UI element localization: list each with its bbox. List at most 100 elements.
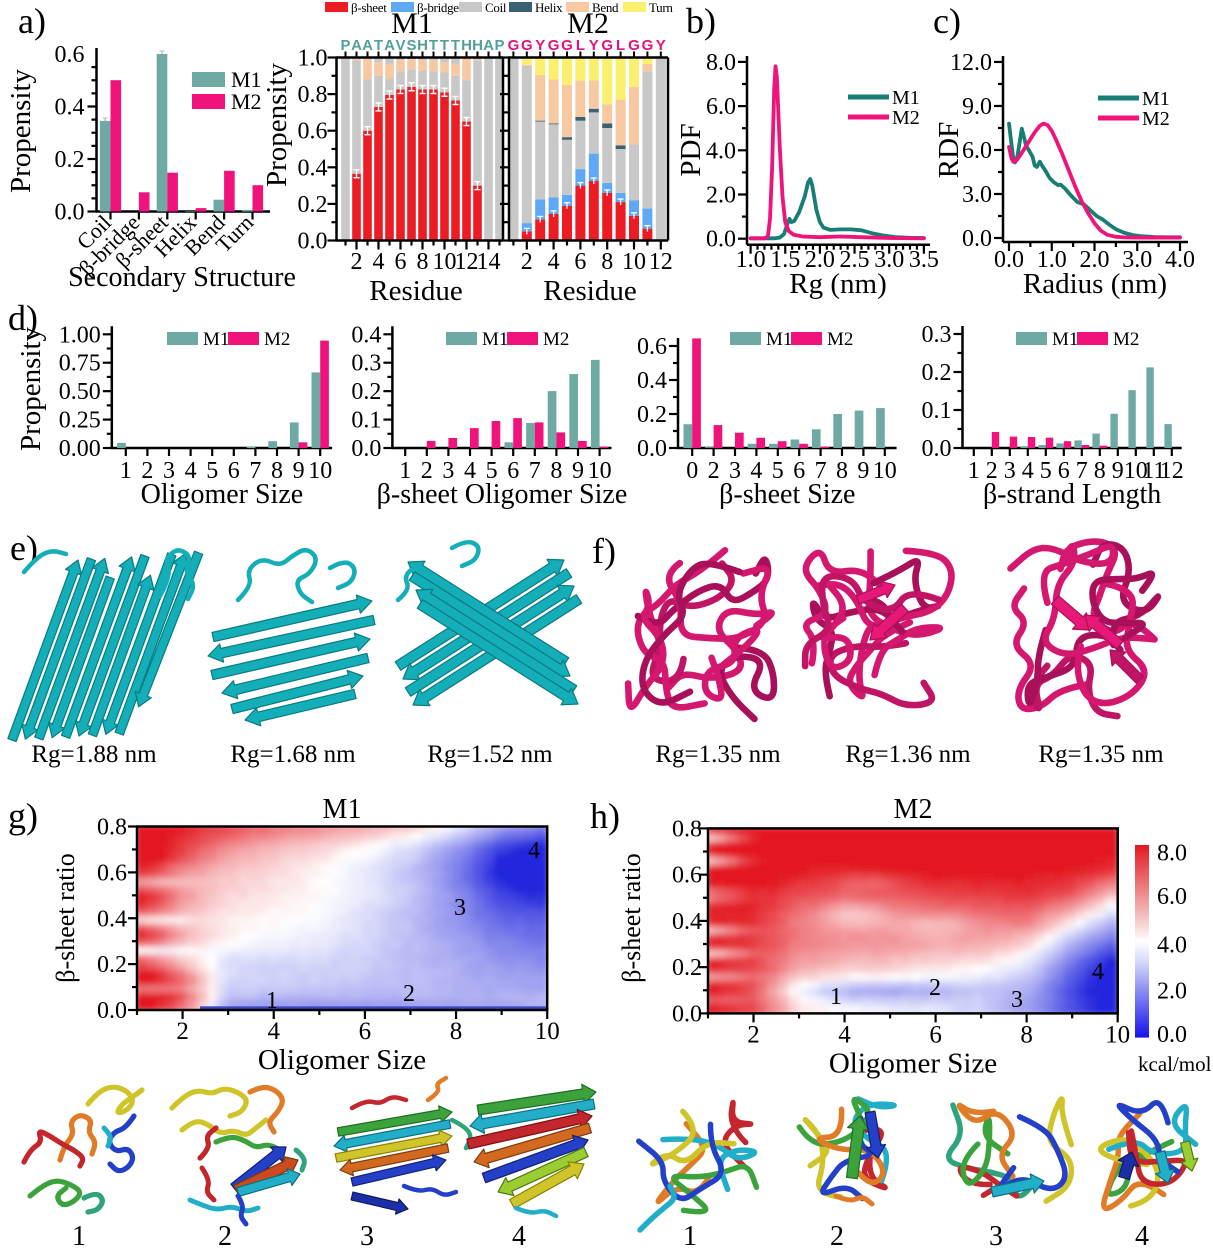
svg-text:Turn: Turn bbox=[649, 0, 673, 15]
svg-text:T: T bbox=[429, 37, 438, 54]
svg-text:5: 5 bbox=[206, 458, 218, 484]
svg-text:0.1: 0.1 bbox=[922, 398, 952, 424]
svg-text:6: 6 bbox=[929, 1021, 942, 1048]
svg-text:0.0: 0.0 bbox=[672, 1001, 702, 1027]
svg-text:Rg (nm): Rg (nm) bbox=[789, 268, 886, 300]
svg-text:0: 0 bbox=[686, 458, 698, 484]
svg-text:8: 8 bbox=[550, 458, 562, 484]
svg-text:0.0: 0.0 bbox=[706, 227, 736, 253]
svg-text:0.2: 0.2 bbox=[298, 192, 328, 218]
svg-text:G: G bbox=[628, 37, 640, 54]
svg-text:2.0: 2.0 bbox=[1080, 247, 1110, 273]
svg-text:3: 3 bbox=[989, 1221, 1003, 1252]
svg-text:2: 2 bbox=[929, 975, 941, 1001]
svg-text:0.2: 0.2 bbox=[637, 402, 667, 428]
svg-text:0.0: 0.0 bbox=[55, 200, 85, 226]
svg-text:M2: M2 bbox=[1113, 329, 1139, 350]
svg-text:4: 4 bbox=[267, 1018, 280, 1045]
svg-text:4.0: 4.0 bbox=[706, 138, 736, 164]
svg-text:H: H bbox=[417, 37, 428, 54]
svg-text:β-bridge: β-bridge bbox=[417, 0, 459, 15]
svg-text:c): c) bbox=[933, 1, 961, 41]
svg-text:G: G bbox=[521, 37, 533, 54]
svg-text:Secondary Structure: Secondary Structure bbox=[68, 262, 296, 293]
svg-text:8: 8 bbox=[1094, 458, 1106, 484]
svg-text:G: G bbox=[508, 37, 520, 54]
svg-text:0.0: 0.0 bbox=[351, 436, 381, 462]
svg-text:4: 4 bbox=[838, 1021, 851, 1048]
svg-text:6: 6 bbox=[228, 458, 240, 484]
svg-text:0.2: 0.2 bbox=[55, 147, 85, 173]
svg-text:0.0: 0.0 bbox=[922, 436, 952, 462]
svg-text:P: P bbox=[494, 37, 504, 54]
svg-text:0.00: 0.00 bbox=[59, 436, 101, 462]
svg-text:4: 4 bbox=[464, 458, 476, 484]
svg-text:RDF: RDF bbox=[933, 122, 965, 178]
svg-text:1.5: 1.5 bbox=[770, 247, 800, 273]
svg-text:M1: M1 bbox=[391, 7, 433, 40]
svg-text:g): g) bbox=[8, 796, 38, 836]
svg-text:8: 8 bbox=[601, 249, 613, 275]
svg-text:2: 2 bbox=[176, 1018, 189, 1045]
svg-text:M2: M2 bbox=[1142, 108, 1170, 130]
svg-text:M1: M1 bbox=[892, 87, 920, 109]
svg-text:10: 10 bbox=[433, 249, 457, 275]
svg-text:Oligomer Size: Oligomer Size bbox=[829, 1047, 997, 1079]
svg-text:10: 10 bbox=[622, 249, 646, 275]
svg-text:Rg=1.52 nm: Rg=1.52 nm bbox=[427, 741, 553, 768]
svg-text:M2: M2 bbox=[567, 7, 609, 40]
svg-text:0.4: 0.4 bbox=[351, 322, 381, 348]
svg-text:6: 6 bbox=[507, 458, 519, 484]
svg-text:10: 10 bbox=[588, 458, 612, 484]
svg-text:G: G bbox=[601, 37, 613, 54]
svg-text:2.5: 2.5 bbox=[840, 247, 870, 273]
svg-text:6: 6 bbox=[793, 458, 805, 484]
svg-text:2: 2 bbox=[403, 981, 415, 1007]
svg-text:0.3: 0.3 bbox=[922, 322, 952, 348]
svg-text:6: 6 bbox=[359, 1018, 372, 1045]
svg-text:10: 10 bbox=[1124, 458, 1148, 484]
svg-text:3: 3 bbox=[360, 1221, 374, 1252]
svg-text:β-sheet Oligomer Size: β-sheet Oligomer Size bbox=[377, 479, 628, 510]
svg-text:β-sheet ratio: β-sheet ratio bbox=[51, 853, 80, 982]
svg-text:12: 12 bbox=[455, 249, 479, 275]
svg-text:0.0: 0.0 bbox=[637, 436, 667, 462]
svg-text:4: 4 bbox=[512, 1221, 526, 1252]
svg-text:A: A bbox=[483, 37, 494, 54]
svg-text:0.2: 0.2 bbox=[97, 952, 127, 978]
svg-text:4: 4 bbox=[373, 249, 385, 275]
svg-text:8.0: 8.0 bbox=[706, 50, 736, 76]
svg-text:M2: M2 bbox=[543, 329, 569, 350]
svg-text:d): d) bbox=[8, 298, 38, 338]
svg-text:Rg=1.88 nm: Rg=1.88 nm bbox=[31, 741, 157, 768]
svg-text:M1: M1 bbox=[482, 329, 508, 350]
svg-text:M1: M1 bbox=[766, 329, 792, 350]
svg-text:0.1: 0.1 bbox=[351, 408, 381, 434]
svg-text:5: 5 bbox=[1040, 458, 1052, 484]
svg-text:Rg=1.68 nm: Rg=1.68 nm bbox=[230, 741, 356, 768]
svg-text:Helix: Helix bbox=[535, 0, 563, 15]
svg-text:2: 2 bbox=[218, 1221, 232, 1252]
svg-text:Coil: Coil bbox=[485, 0, 507, 15]
svg-text:1.00: 1.00 bbox=[59, 322, 101, 348]
svg-text:Propensity: Propensity bbox=[5, 68, 37, 193]
svg-text:M1: M1 bbox=[231, 67, 262, 92]
svg-text:b): b) bbox=[686, 1, 716, 41]
svg-text:2: 2 bbox=[351, 249, 363, 275]
svg-text:1: 1 bbox=[120, 458, 132, 484]
svg-text:10: 10 bbox=[1105, 1021, 1130, 1048]
svg-text:0.2: 0.2 bbox=[672, 955, 702, 981]
svg-text:6.0: 6.0 bbox=[962, 138, 992, 164]
svg-text:T: T bbox=[374, 37, 383, 54]
svg-text:0.0: 0.0 bbox=[962, 226, 992, 252]
svg-text:β-sheet Size: β-sheet Size bbox=[719, 479, 855, 510]
svg-text:P: P bbox=[340, 37, 350, 54]
svg-text:1: 1 bbox=[830, 984, 842, 1010]
svg-text:8: 8 bbox=[1020, 1021, 1033, 1048]
svg-text:0.2: 0.2 bbox=[351, 379, 381, 405]
svg-text:M2: M2 bbox=[827, 329, 853, 350]
svg-text:0.2: 0.2 bbox=[922, 360, 952, 386]
svg-text:0.8: 0.8 bbox=[97, 815, 127, 841]
svg-text:M2: M2 bbox=[264, 329, 290, 350]
svg-text:0.50: 0.50 bbox=[59, 379, 101, 405]
